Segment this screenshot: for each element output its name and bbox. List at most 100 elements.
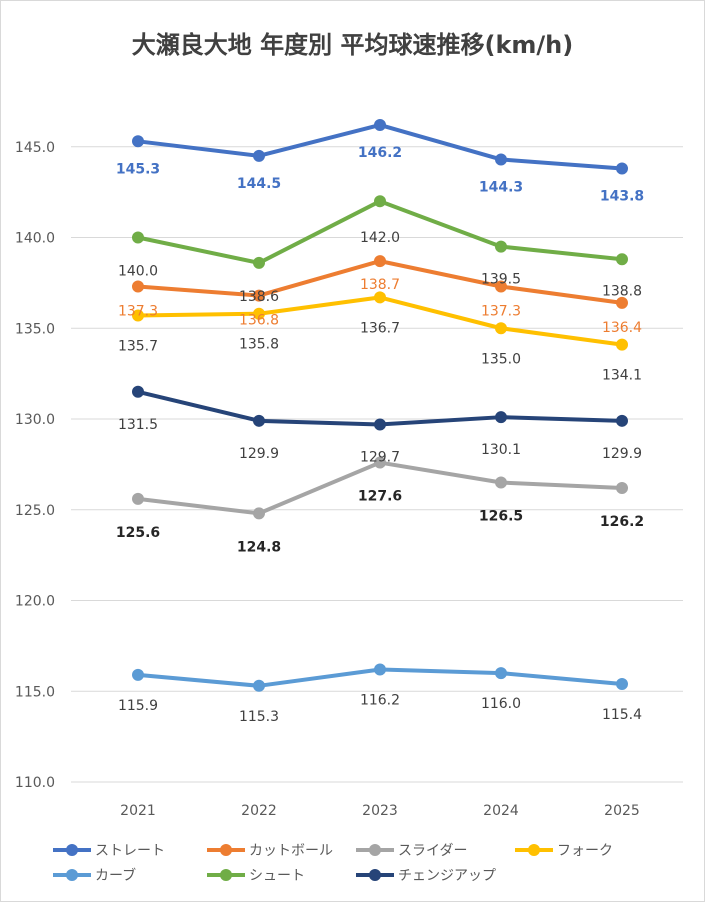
legend-item: ストレート	[53, 839, 165, 861]
data-point	[374, 418, 386, 431]
data-label: 142.0	[360, 230, 400, 246]
y-tick-label: 135.0	[15, 321, 55, 337]
data-point	[253, 679, 265, 692]
data-label: 138.6	[239, 289, 279, 305]
data-point	[495, 411, 507, 424]
data-label: 134.1	[602, 368, 642, 384]
data-point	[616, 338, 628, 351]
data-point	[132, 280, 144, 293]
data-point	[616, 162, 628, 175]
data-label: 137.3	[118, 304, 158, 320]
data-label: 116.2	[360, 692, 400, 708]
data-label: 140.0	[118, 264, 158, 280]
data-point	[253, 256, 265, 269]
legend-label: カーブ	[95, 868, 137, 884]
data-point	[132, 309, 144, 322]
data-label: 144.3	[479, 179, 523, 195]
data-point	[253, 414, 265, 427]
x-tick-label: 2021	[120, 803, 156, 819]
data-label: 137.3	[481, 304, 521, 320]
data-point	[253, 507, 265, 520]
x-tick-label: 2024	[483, 803, 519, 819]
y-tick-label: 110.0	[15, 775, 55, 791]
data-label: 136.7	[360, 320, 400, 336]
data-label: 136.8	[239, 313, 279, 329]
data-label: 126.2	[600, 514, 644, 530]
y-tick-label: 140.0	[15, 231, 55, 247]
data-point	[132, 668, 144, 681]
data-label: 126.5	[479, 509, 523, 525]
data-label: 135.8	[239, 337, 279, 353]
data-label: 115.9	[118, 698, 158, 714]
data-point	[616, 414, 628, 427]
data-label: 138.7	[360, 277, 400, 293]
legend-item: スライダー	[356, 839, 467, 861]
data-point	[132, 231, 144, 244]
x-tick-label: 2022	[241, 803, 277, 819]
data-label: 130.1	[481, 442, 521, 458]
legend-marker	[515, 839, 553, 861]
data-point	[495, 322, 507, 335]
data-label: 125.6	[116, 525, 160, 541]
legend-label: シュート	[249, 868, 305, 884]
data-point	[132, 492, 144, 505]
y-tick-label: 125.0	[15, 503, 55, 519]
legend-label: カットボール	[249, 843, 333, 859]
legend-marker	[53, 864, 91, 886]
legend-label: スライダー	[398, 843, 468, 859]
data-label: 143.8	[600, 189, 644, 205]
legend-item: チェンジアップ	[356, 864, 496, 886]
data-point	[616, 481, 628, 494]
legend-item: カットボール	[207, 839, 333, 861]
data-label: 146.2	[358, 145, 402, 161]
y-tick-label: 145.0	[15, 140, 55, 156]
data-point	[253, 289, 265, 302]
data-point	[616, 677, 628, 690]
data-point	[616, 296, 628, 309]
data-point	[374, 118, 386, 131]
data-label: 127.6	[358, 489, 402, 505]
legend-marker	[207, 864, 245, 886]
data-label: 136.4	[602, 320, 642, 336]
legend-label: ストレート	[95, 843, 165, 859]
legend-marker	[53, 839, 91, 861]
legend-item: フォーク	[515, 839, 613, 861]
legend-marker	[356, 864, 394, 886]
data-point	[253, 149, 265, 162]
data-label: 131.5	[118, 417, 158, 433]
data-point	[132, 385, 144, 398]
data-point	[374, 456, 386, 469]
data-point	[495, 667, 507, 680]
data-label: 115.4	[602, 707, 642, 723]
y-tick-label: 130.0	[15, 412, 55, 428]
data-point	[616, 253, 628, 266]
data-label: 145.3	[116, 161, 160, 177]
data-point	[132, 135, 144, 148]
data-label: 138.8	[602, 283, 642, 299]
data-label: 135.0	[481, 351, 521, 367]
data-label: 129.9	[602, 446, 642, 462]
data-point	[495, 280, 507, 293]
legend-item: シュート	[207, 864, 305, 886]
data-point	[374, 195, 386, 208]
legend-item: カーブ	[53, 864, 136, 886]
data-point	[374, 255, 386, 268]
data-label: 124.8	[237, 539, 281, 555]
legend-marker	[207, 839, 245, 861]
data-point	[495, 153, 507, 166]
chart-title: 大瀬良大地 年度別 平均球速推移(km/h)	[131, 31, 574, 59]
data-point	[374, 663, 386, 676]
data-label: 135.7	[118, 339, 158, 355]
data-point	[253, 307, 265, 320]
y-tick-label: 120.0	[15, 594, 55, 610]
data-label: 129.9	[239, 446, 279, 462]
data-label: 115.3	[239, 709, 279, 725]
data-point	[374, 291, 386, 304]
legend-marker	[356, 839, 394, 861]
data-point	[495, 240, 507, 253]
data-label: 116.0	[481, 696, 521, 712]
data-label: 144.5	[237, 176, 281, 192]
data-point	[495, 476, 507, 489]
